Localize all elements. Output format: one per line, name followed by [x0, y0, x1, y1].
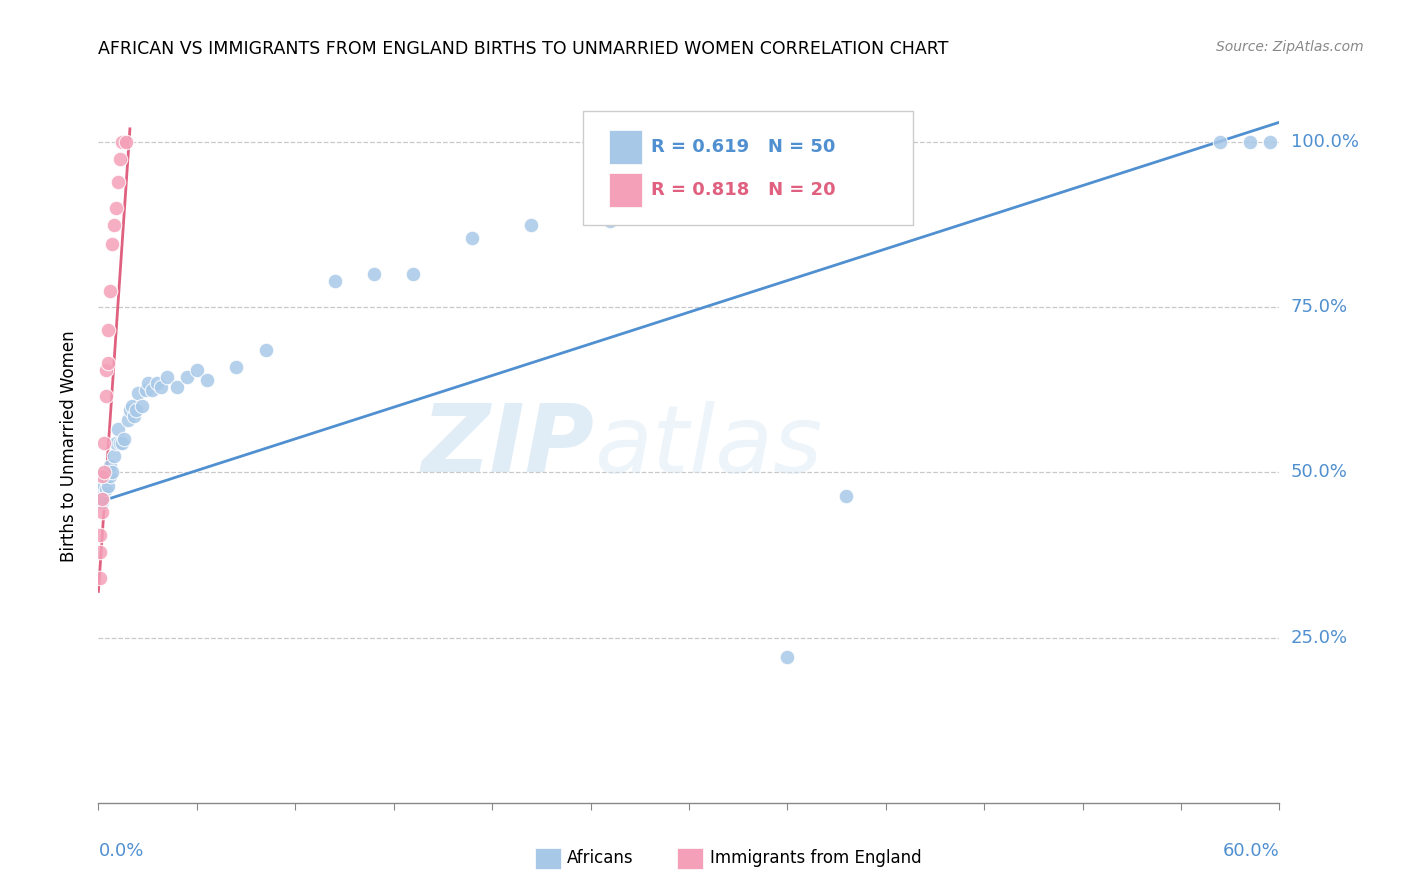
- Point: [195, 373, 218, 387]
- Text: Africans: Africans: [567, 849, 634, 867]
- Point: [101, 237, 124, 252]
- Point: [776, 650, 799, 665]
- Point: [1239, 135, 1261, 149]
- Point: [111, 135, 134, 149]
- FancyBboxPatch shape: [582, 111, 914, 225]
- Text: 75.0%: 75.0%: [1291, 298, 1348, 317]
- Point: [103, 449, 125, 463]
- Point: [108, 152, 131, 166]
- Point: [91, 491, 114, 506]
- Point: [97, 356, 120, 370]
- Point: [97, 466, 120, 480]
- Text: 100.0%: 100.0%: [1291, 133, 1358, 151]
- Point: [461, 231, 484, 245]
- Point: [98, 284, 121, 298]
- Point: [122, 409, 145, 424]
- Point: [105, 201, 128, 215]
- Point: [127, 386, 149, 401]
- Point: [97, 478, 120, 492]
- Point: [156, 369, 179, 384]
- Point: [98, 468, 121, 483]
- Text: AFRICAN VS IMMIGRANTS FROM ENGLAND BIRTHS TO UNMARRIED WOMEN CORRELATION CHART: AFRICAN VS IMMIGRANTS FROM ENGLAND BIRTH…: [98, 40, 949, 58]
- Point: [93, 466, 115, 480]
- Point: [186, 363, 208, 377]
- Point: [91, 491, 114, 506]
- Text: Source: ZipAtlas.com: Source: ZipAtlas.com: [1216, 40, 1364, 54]
- Point: [1258, 135, 1281, 149]
- Point: [141, 383, 163, 397]
- Point: [89, 528, 111, 542]
- Text: 60.0%: 60.0%: [1223, 842, 1279, 860]
- Point: [105, 435, 128, 450]
- Point: [678, 211, 700, 225]
- Point: [96, 472, 118, 486]
- Point: [125, 402, 148, 417]
- Text: R = 0.818   N = 20: R = 0.818 N = 20: [651, 181, 835, 199]
- Point: [135, 383, 157, 397]
- Point: [96, 389, 118, 403]
- Point: [98, 458, 121, 473]
- Text: 0.0%: 0.0%: [98, 842, 143, 860]
- Point: [101, 466, 124, 480]
- Point: [91, 468, 114, 483]
- Point: [91, 495, 114, 509]
- FancyBboxPatch shape: [609, 173, 641, 207]
- Point: [121, 400, 143, 414]
- Point: [107, 422, 129, 436]
- Point: [91, 505, 114, 519]
- Point: [323, 274, 346, 288]
- Point: [166, 379, 188, 393]
- Point: [107, 175, 129, 189]
- Text: 50.0%: 50.0%: [1291, 464, 1347, 482]
- Point: [402, 267, 425, 281]
- Text: atlas: atlas: [595, 401, 823, 491]
- Point: [835, 489, 858, 503]
- Point: [111, 435, 134, 450]
- Text: Immigrants from England: Immigrants from England: [710, 849, 922, 867]
- Point: [363, 267, 385, 281]
- Y-axis label: Births to Unmarried Women: Births to Unmarried Women: [59, 330, 77, 562]
- Point: [93, 478, 115, 492]
- Point: [96, 363, 118, 377]
- Point: [89, 571, 111, 585]
- Point: [93, 466, 115, 480]
- FancyBboxPatch shape: [536, 847, 561, 869]
- Point: [112, 433, 135, 447]
- Text: R = 0.619   N = 50: R = 0.619 N = 50: [651, 138, 835, 156]
- Point: [146, 376, 169, 391]
- Point: [89, 545, 111, 559]
- Point: [89, 485, 111, 500]
- Point: [599, 214, 621, 228]
- Point: [131, 400, 153, 414]
- Point: [89, 495, 111, 509]
- Point: [520, 218, 543, 232]
- Point: [117, 412, 139, 426]
- Point: [97, 323, 120, 337]
- Point: [176, 369, 198, 384]
- Point: [136, 376, 159, 391]
- Point: [118, 402, 141, 417]
- Point: [93, 435, 115, 450]
- Text: 25.0%: 25.0%: [1291, 629, 1348, 647]
- Point: [103, 218, 125, 232]
- Point: [96, 482, 118, 496]
- Point: [254, 343, 277, 358]
- Point: [150, 379, 173, 393]
- FancyBboxPatch shape: [678, 847, 703, 869]
- Point: [1209, 135, 1232, 149]
- Point: [108, 435, 131, 450]
- FancyBboxPatch shape: [609, 130, 641, 164]
- Point: [115, 135, 138, 149]
- Text: ZIP: ZIP: [422, 400, 595, 492]
- Point: [225, 359, 247, 374]
